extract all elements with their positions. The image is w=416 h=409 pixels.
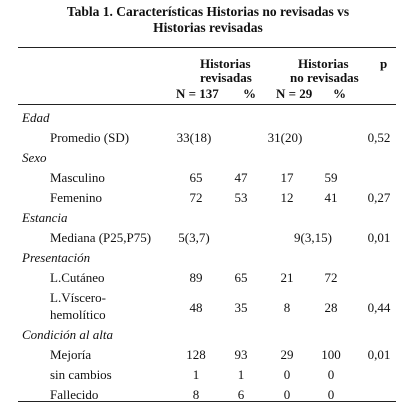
rule xyxy=(18,401,396,402)
cell: 100 xyxy=(321,347,341,362)
cell: 72 xyxy=(189,190,203,205)
cell: 65 xyxy=(189,170,203,185)
title-line: Tabla 1. Características Historias no re… xyxy=(66,4,350,19)
cell: 21 xyxy=(280,270,294,285)
cell: 47 xyxy=(234,170,248,185)
rule xyxy=(18,104,396,105)
cell: 59 xyxy=(324,170,338,185)
cell: 65 xyxy=(234,270,248,285)
cell: 0 xyxy=(283,367,291,382)
cell: 0,44 xyxy=(367,299,391,315)
cell: 5(3,7) xyxy=(178,230,210,245)
cell: 17 xyxy=(280,170,294,185)
cell: 1 xyxy=(237,367,245,382)
header: Historias xyxy=(200,56,251,71)
cell: 8 xyxy=(192,387,200,402)
cell: 33(18) xyxy=(176,130,212,145)
header: p xyxy=(380,56,388,71)
cell: 0,52 xyxy=(367,130,391,145)
cell: 72 xyxy=(324,270,338,285)
header: N = 29 xyxy=(276,86,313,101)
cell: 128 xyxy=(186,347,206,362)
row-label: Mediana (P25,P75) xyxy=(50,230,152,245)
cell: 89 xyxy=(189,270,203,285)
header: N = 137 xyxy=(176,86,219,101)
rule xyxy=(18,47,396,48)
row-label: L.Cutáneo xyxy=(50,270,105,285)
cell: 0,01 xyxy=(367,347,391,362)
title-line: Historias revisadas xyxy=(153,20,263,35)
cell: 53 xyxy=(234,190,248,205)
row-label: Femenino xyxy=(50,190,102,205)
section-label: Presentación xyxy=(22,250,91,265)
cell: 0,27 xyxy=(367,190,391,205)
cell: 93 xyxy=(234,347,248,362)
row-label: hemolítico xyxy=(50,307,106,322)
cell: 48 xyxy=(189,299,203,315)
header: no revisadas xyxy=(290,70,359,85)
section-label: Estancia xyxy=(22,210,68,225)
cell: 1 xyxy=(192,367,200,382)
cell: 12 xyxy=(280,190,294,205)
section-label: Sexo xyxy=(22,150,47,165)
cell: 9(3,15) xyxy=(294,230,332,245)
section-label: Edad xyxy=(22,110,50,125)
cell: 41 xyxy=(324,190,338,205)
header: % xyxy=(243,86,256,101)
row-label: Masculino xyxy=(50,170,105,185)
cell: 31(20) xyxy=(267,130,303,145)
header: Historias xyxy=(298,56,349,71)
cell: 0 xyxy=(283,387,291,402)
cell: 0 xyxy=(327,387,335,402)
cell: 0,01 xyxy=(367,230,391,245)
cell: 0 xyxy=(327,367,335,382)
row-label: Promedio (SD) xyxy=(50,130,130,145)
section-label: Condición al alta xyxy=(22,327,113,342)
cell: 29 xyxy=(280,347,294,362)
row-label: L.Víscero- xyxy=(50,290,106,305)
row-label: Mejoría xyxy=(50,347,92,362)
row-label: Fallecido xyxy=(50,387,99,402)
cell: 28 xyxy=(324,299,338,315)
cell: 35 xyxy=(234,299,248,315)
header: % xyxy=(333,86,346,101)
row-label: sin cambios xyxy=(50,367,112,382)
cell: 6 xyxy=(237,387,245,402)
cell: 8 xyxy=(283,299,291,315)
header: revisadas xyxy=(200,70,252,85)
